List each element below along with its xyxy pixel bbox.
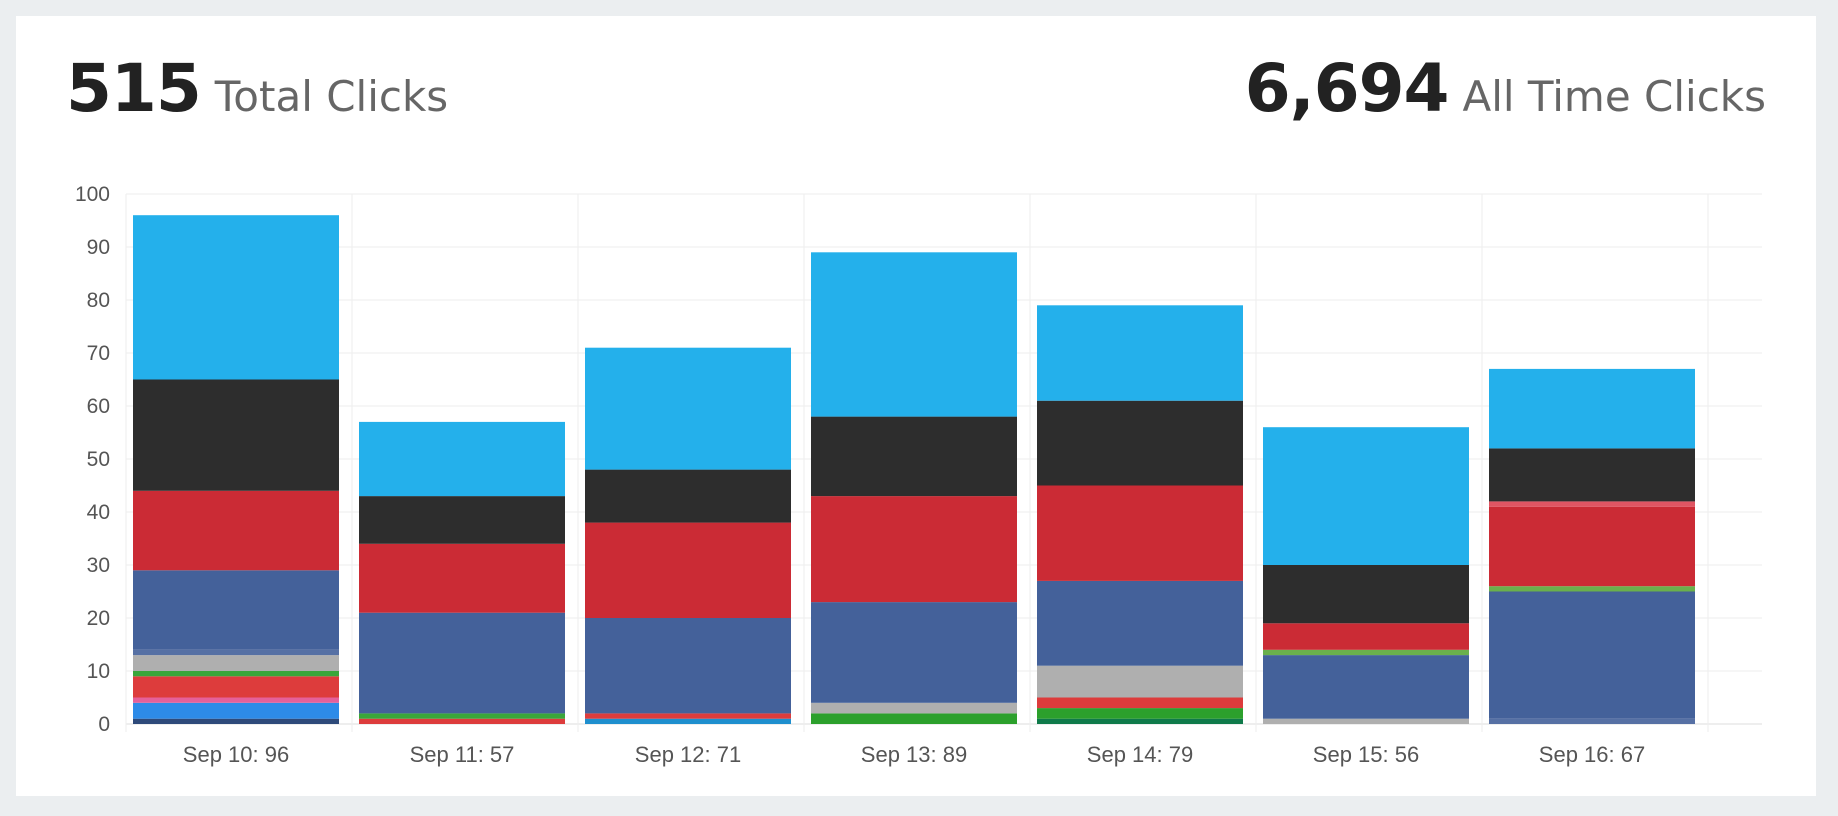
y-tick-label-50: 50 (87, 448, 110, 471)
y-tick-label-100: 100 (75, 183, 110, 206)
bar-segment-6-15 (1489, 368, 1695, 449)
all-time-clicks-stat: 6,694 All Time Clicks (1245, 50, 1766, 127)
bar-segment-1-12 (359, 543, 565, 613)
bar-segment-4-8 (1037, 665, 1243, 698)
x-tick-label-3: Sep 13: 89 (861, 742, 967, 767)
bar-segment-1-10 (359, 612, 565, 714)
bar-segment-0-3 (133, 697, 339, 703)
bar-segment-5-14 (1263, 565, 1469, 624)
bar-segment-6-12 (1489, 506, 1695, 587)
bar-segment-6-11 (1489, 586, 1695, 592)
bar-segment-4-6 (1037, 697, 1243, 709)
bar-segment-0-0 (133, 718, 339, 724)
bar-segment-1-14 (359, 496, 565, 544)
bar-segment-2-12 (585, 522, 791, 618)
bar-segment-4-4 (1037, 718, 1243, 724)
bar-segment-4-5 (1037, 708, 1243, 719)
bar-segment-5-10 (1263, 655, 1469, 719)
bar-segment-4-12 (1037, 485, 1243, 581)
bar-segment-0-2 (133, 702, 339, 719)
bar-segment-6-14 (1489, 448, 1695, 502)
y-tick-label-20: 20 (87, 607, 110, 630)
y-tick-label-0: 0 (98, 713, 110, 736)
y-tick-label-60: 60 (87, 395, 110, 418)
bar-segment-3-14 (811, 416, 1017, 497)
bar-segment-1-6 (359, 718, 565, 724)
x-tick-label-2: Sep 12: 71 (635, 742, 741, 767)
y-tick-label-70: 70 (87, 342, 110, 365)
bar-segment-1-15 (359, 421, 565, 497)
x-tick-label-1: Sep 11: 57 (410, 742, 515, 767)
bar-segment-2-14 (585, 469, 791, 523)
bar-segment-0-8 (133, 655, 339, 671)
bar-segment-0-14 (133, 379, 339, 491)
bar-segment-0-9 (133, 649, 339, 656)
all-time-clicks-label: All Time Clicks (1462, 72, 1766, 121)
bar-segment-0-10 (133, 570, 339, 650)
bar-segment-4-15 (1037, 305, 1243, 401)
x-tick-label-0: Sep 10: 96 (183, 742, 289, 767)
all-time-clicks-value: 6,694 (1244, 50, 1450, 127)
bar-segment-6-13 (1489, 501, 1695, 507)
y-tick-label-30: 30 (87, 554, 110, 577)
bar-segment-0-7 (133, 671, 339, 677)
bar-segment-0-15 (133, 215, 339, 380)
clicks-card: 515 Total Clicks 6,694 All Time Clicks 0 10… (16, 16, 1816, 796)
bar-segment-1-7 (359, 713, 565, 719)
y-tick-label-90: 90 (87, 236, 110, 259)
bar-segment-5-12 (1263, 623, 1469, 650)
bar-segment-3-15 (811, 252, 1017, 417)
total-clicks-label: Total Clicks (214, 72, 449, 121)
bar-segment-2-1 (585, 718, 791, 724)
bar-segment-2-10 (585, 618, 791, 714)
y-tick-label-10: 10 (87, 660, 110, 683)
bar-segment-3-8 (811, 702, 1017, 714)
bar-segment-2-6 (585, 713, 791, 719)
bar-segment-5-15 (1263, 427, 1469, 565)
bar-segment-0-12 (133, 490, 339, 571)
clicks-bar-chart: 0 10 20 30 40 50 60 70 80 90 100 Sep 10: 96 Sep 11: … (75, 183, 1762, 767)
bar-segment-6-9 (1489, 718, 1695, 724)
total-clicks-value: 515 (66, 50, 202, 127)
x-tick-label-5: Sep 15: 56 (1313, 742, 1419, 767)
bar-segment-3-10 (811, 602, 1017, 703)
bar-segment-6-10 (1489, 591, 1695, 719)
bar-segment-2-15 (585, 347, 791, 470)
x-tick-label-6: Sep 16: 67 (1539, 742, 1645, 767)
y-tick-label-40: 40 (87, 501, 110, 524)
bar-segment-0-6 (133, 676, 339, 698)
bar-segment-3-12 (811, 496, 1017, 603)
bar-segment-4-10 (1037, 580, 1243, 666)
bar-segment-5-8 (1263, 718, 1469, 724)
y-tick-label-80: 80 (87, 289, 110, 312)
bar-segment-3-5 (811, 713, 1017, 724)
total-clicks-stat: 515 Total Clicks (66, 50, 448, 127)
bar-segment-5-11 (1263, 649, 1469, 656)
x-tick-label-4: Sep 14: 79 (1087, 742, 1193, 767)
bar-segment-4-14 (1037, 400, 1243, 486)
